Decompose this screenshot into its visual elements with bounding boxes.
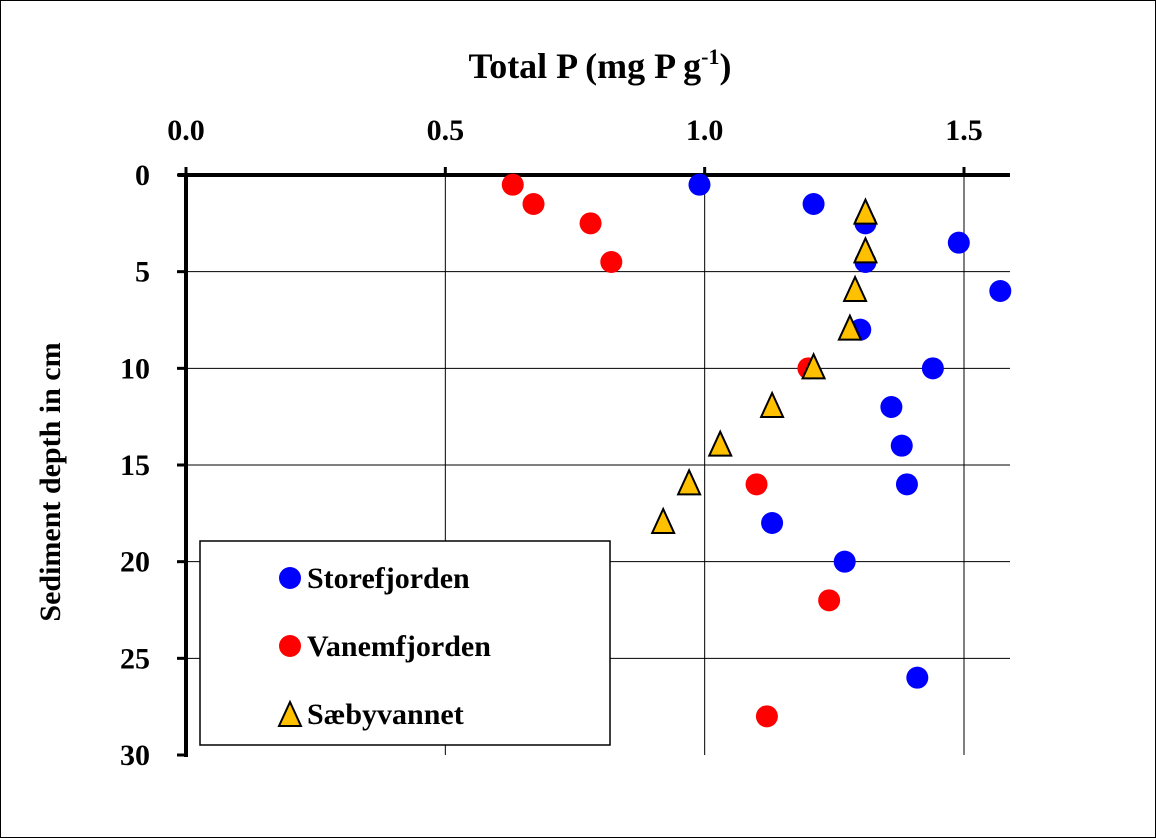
point-storefjorden (895, 473, 918, 496)
x-tick-label: 0.5 (427, 114, 465, 147)
point-storefjorden (906, 666, 929, 689)
point-storefjorden (989, 280, 1012, 302)
chart-title-suffix: ) (720, 46, 732, 86)
tick-labels: 0.0 0.5 1.0 1.5 0 5 10 15 20 25 30 (120, 114, 983, 772)
chart-title-main: Total P (mg P g (468, 46, 701, 86)
point-vanemfjorden (501, 173, 524, 196)
y-tick-label: 25 (120, 642, 150, 675)
y-tick-label: 0 (135, 159, 150, 192)
point-storefjorden (833, 550, 856, 573)
legend-box (199, 540, 611, 746)
x-tick-label: 0.0 (167, 114, 205, 147)
point-s-byvannet (650, 506, 676, 534)
point-storefjorden (761, 512, 784, 534)
point-s-byvannet (837, 313, 863, 341)
point-s-byvannet (707, 429, 733, 457)
point-storefjorden (688, 173, 711, 196)
y-tick-label: 15 (120, 449, 150, 482)
legend-label-vanemfjorden: Vanemfjorden (307, 630, 491, 663)
point-s-byvannet (759, 390, 785, 418)
y-tick-label: 10 (120, 352, 150, 385)
point-vanemfjorden (818, 589, 841, 612)
legend-marker-vanemfjorden (279, 635, 301, 657)
point-s-byvannet (842, 274, 868, 302)
point-s-byvannet (676, 467, 702, 496)
y-tick-label: 20 (120, 546, 150, 579)
data-points (501, 173, 1012, 728)
point-storefjorden (890, 434, 913, 457)
point-s-byvannet (801, 351, 827, 380)
point-vanemfjorden (522, 193, 545, 215)
y-axis-label: Sediment depth in cm (34, 342, 67, 621)
legend-label-storefjorden: Storefjorden (307, 562, 470, 595)
point-vanemfjorden (745, 473, 768, 496)
x-tick-label: 1.5 (945, 114, 983, 147)
legend-marker-s-byvannet (277, 699, 303, 727)
chart-title-superscript: -1 (701, 44, 719, 69)
axes (177, 167, 1010, 757)
point-s-byvannet (852, 235, 879, 264)
point-storefjorden (947, 231, 970, 254)
legend: Storefjorden Vanemfjorden Sæbyvannet (199, 540, 611, 746)
point-s-byvannet (852, 197, 879, 225)
chart-title: Total P (mg P g-1) (468, 44, 731, 86)
x-tick-label: 1.0 (686, 114, 724, 147)
point-storefjorden (921, 357, 944, 380)
legend-label-s-byvannet: Sæbyvannet (307, 698, 464, 731)
point-vanemfjorden (755, 705, 778, 728)
y-tick-label: 30 (120, 739, 150, 772)
point-storefjorden (880, 396, 903, 418)
point-storefjorden (802, 193, 825, 215)
y-tick-label: 5 (135, 256, 150, 289)
legend-marker-storefjorden (279, 567, 301, 589)
point-vanemfjorden (579, 212, 602, 235)
point-vanemfjorden (600, 251, 623, 273)
